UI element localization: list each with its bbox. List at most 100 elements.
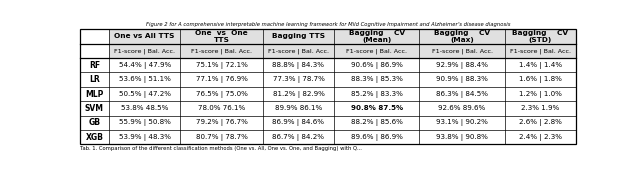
Bar [505, 87, 576, 101]
Bar [263, 29, 334, 44]
Bar [334, 130, 419, 144]
Bar [263, 58, 334, 73]
Text: 79.2% | 76.7%: 79.2% | 76.7% [196, 119, 248, 126]
Text: 88.2% | 85.6%: 88.2% | 85.6% [351, 119, 403, 126]
Bar [180, 87, 263, 101]
Text: F1-score | Bal. Acc.: F1-score | Bal. Acc. [191, 48, 252, 54]
Bar [263, 73, 334, 87]
Bar [334, 87, 419, 101]
Text: Bagging    CV
(Mean): Bagging CV (Mean) [349, 30, 405, 43]
Text: 1.2% | 1.0%: 1.2% | 1.0% [519, 90, 562, 98]
Bar [263, 44, 334, 58]
Text: 85.2% | 83.3%: 85.2% | 83.3% [351, 90, 403, 98]
Bar [419, 101, 505, 116]
Text: One vs All TTS: One vs All TTS [115, 33, 175, 39]
Text: Tab. 1. Comparison of the different classification methods (One vs. All, One vs.: Tab. 1. Comparison of the different clas… [80, 146, 362, 151]
Bar [263, 130, 334, 144]
Text: 1.4% | 1.4%: 1.4% | 1.4% [519, 62, 562, 69]
Text: F1-score | Bal. Acc.: F1-score | Bal. Acc. [346, 48, 407, 54]
Bar [80, 130, 109, 144]
Bar [180, 58, 263, 73]
Bar [419, 44, 505, 58]
Bar [505, 73, 576, 87]
Text: F1-score | Bal. Acc.: F1-score | Bal. Acc. [510, 48, 571, 54]
Bar [505, 44, 576, 58]
Bar [80, 29, 109, 44]
Text: 93.1% | 90.2%: 93.1% | 90.2% [436, 119, 488, 126]
Text: 90.8% 87.5%: 90.8% 87.5% [351, 105, 403, 111]
Text: One  vs  One
TTS: One vs One TTS [195, 30, 248, 43]
Bar [109, 44, 180, 58]
Text: 50.5% | 47.2%: 50.5% | 47.2% [118, 90, 171, 98]
Text: 2.4% | 2.3%: 2.4% | 2.3% [519, 134, 562, 141]
Text: 55.9% | 50.8%: 55.9% | 50.8% [118, 119, 171, 126]
Text: 90.9% | 88.3%: 90.9% | 88.3% [436, 76, 488, 83]
Text: 54.4% | 47.9%: 54.4% | 47.9% [118, 62, 171, 69]
Bar [419, 130, 505, 144]
Bar [109, 130, 180, 144]
Bar [334, 116, 419, 130]
Text: 77.3% | 78.7%: 77.3% | 78.7% [273, 76, 324, 83]
Bar [505, 130, 576, 144]
Text: 92.6% 89.6%: 92.6% 89.6% [438, 105, 486, 111]
Bar [263, 87, 334, 101]
Bar [419, 58, 505, 73]
Text: 2.3% 1.9%: 2.3% 1.9% [521, 105, 559, 111]
Bar [109, 101, 180, 116]
Bar [334, 73, 419, 87]
Text: SVM: SVM [85, 104, 104, 113]
Text: 86.7% | 84.2%: 86.7% | 84.2% [273, 134, 324, 141]
Bar [334, 101, 419, 116]
Bar [180, 130, 263, 144]
Bar [180, 116, 263, 130]
Bar [180, 44, 263, 58]
Text: GB: GB [88, 118, 100, 127]
Text: F1-score | Bal. Acc.: F1-score | Bal. Acc. [114, 48, 175, 54]
Bar [505, 116, 576, 130]
Text: 75.1% | 72.1%: 75.1% | 72.1% [196, 62, 248, 69]
Text: 2.6% | 2.8%: 2.6% | 2.8% [519, 119, 562, 126]
Bar [109, 58, 180, 73]
Bar [180, 73, 263, 87]
Bar [419, 29, 505, 44]
Bar [80, 58, 109, 73]
Text: Bagging    CV
(Max): Bagging CV (Max) [434, 30, 490, 43]
Bar [419, 73, 505, 87]
Text: 53.9% | 48.3%: 53.9% | 48.3% [118, 134, 171, 141]
Text: 86.9% | 84.6%: 86.9% | 84.6% [273, 119, 324, 126]
Bar [263, 101, 334, 116]
Bar [109, 87, 180, 101]
Bar [80, 116, 109, 130]
Bar [109, 73, 180, 87]
Bar [109, 116, 180, 130]
Text: RF: RF [89, 61, 100, 70]
Bar [80, 44, 109, 58]
Text: F1-score | Bal. Acc.: F1-score | Bal. Acc. [431, 48, 493, 54]
Text: 92.9% | 88.4%: 92.9% | 88.4% [436, 62, 488, 69]
Text: 77.1% | 76.9%: 77.1% | 76.9% [196, 76, 248, 83]
Bar [505, 29, 576, 44]
Bar [263, 116, 334, 130]
Bar [419, 87, 505, 101]
Text: 93.8% | 90.8%: 93.8% | 90.8% [436, 134, 488, 141]
Text: 1.6% | 1.8%: 1.6% | 1.8% [519, 76, 562, 83]
Bar [80, 101, 109, 116]
Text: F1-score | Bal. Acc.: F1-score | Bal. Acc. [268, 48, 329, 54]
Bar [180, 101, 263, 116]
Text: MLP: MLP [85, 90, 104, 99]
Text: 76.5% | 75.0%: 76.5% | 75.0% [196, 90, 248, 98]
Bar [334, 44, 419, 58]
Text: Figure 2 for A comprehensive interpretable machine learning framework for Mild C: Figure 2 for A comprehensive interpretab… [146, 22, 510, 27]
Bar [334, 29, 419, 44]
Text: 78.0% 76.1%: 78.0% 76.1% [198, 105, 245, 111]
Bar [80, 87, 109, 101]
Bar [109, 29, 180, 44]
Text: Bagging TTS: Bagging TTS [272, 33, 325, 39]
Bar [419, 116, 505, 130]
Text: 53.8% 48.5%: 53.8% 48.5% [121, 105, 168, 111]
Text: 53.6% | 51.1%: 53.6% | 51.1% [118, 76, 171, 83]
Text: 81.2% | 82.9%: 81.2% | 82.9% [273, 90, 324, 98]
Text: 90.6% | 86.9%: 90.6% | 86.9% [351, 62, 403, 69]
Text: 88.8% | 84.3%: 88.8% | 84.3% [273, 62, 324, 69]
Bar [334, 58, 419, 73]
